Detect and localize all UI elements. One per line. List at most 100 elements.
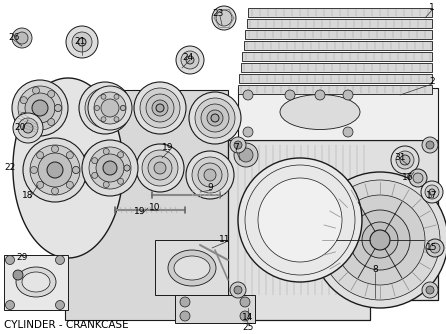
- Circle shape: [23, 138, 87, 202]
- Circle shape: [142, 150, 178, 186]
- Circle shape: [240, 311, 250, 321]
- Circle shape: [103, 148, 109, 154]
- Circle shape: [148, 156, 172, 180]
- Text: 24: 24: [182, 53, 194, 62]
- Circle shape: [192, 157, 228, 193]
- Text: 20: 20: [14, 124, 26, 133]
- Circle shape: [48, 119, 55, 126]
- Circle shape: [118, 178, 124, 184]
- Circle shape: [429, 189, 435, 195]
- Circle shape: [216, 10, 232, 26]
- Circle shape: [350, 210, 410, 270]
- Circle shape: [96, 154, 124, 182]
- Circle shape: [335, 195, 425, 285]
- Circle shape: [140, 88, 180, 128]
- Bar: [240, 63, 432, 72]
- Circle shape: [120, 106, 125, 111]
- Circle shape: [101, 94, 106, 99]
- Circle shape: [55, 256, 65, 265]
- Circle shape: [343, 127, 353, 137]
- Circle shape: [409, 169, 427, 187]
- Circle shape: [37, 181, 44, 188]
- Circle shape: [51, 146, 58, 153]
- Circle shape: [54, 105, 62, 112]
- Circle shape: [243, 90, 253, 100]
- Circle shape: [234, 143, 258, 167]
- Circle shape: [13, 270, 23, 280]
- Circle shape: [124, 165, 130, 171]
- Circle shape: [73, 167, 79, 173]
- Text: 18: 18: [22, 191, 34, 200]
- Circle shape: [93, 156, 117, 180]
- Circle shape: [20, 112, 27, 119]
- Circle shape: [81, 144, 129, 192]
- Circle shape: [114, 117, 119, 122]
- Circle shape: [230, 137, 246, 153]
- Bar: [239, 74, 432, 83]
- Circle shape: [33, 122, 40, 129]
- Circle shape: [66, 181, 73, 188]
- Ellipse shape: [168, 250, 216, 286]
- Circle shape: [421, 181, 443, 203]
- Circle shape: [422, 282, 438, 298]
- Bar: [238, 85, 432, 94]
- Circle shape: [94, 92, 126, 124]
- Circle shape: [92, 172, 98, 178]
- Circle shape: [99, 162, 111, 174]
- Circle shape: [285, 90, 295, 100]
- Polygon shape: [228, 140, 438, 320]
- Circle shape: [85, 88, 125, 128]
- Circle shape: [92, 158, 98, 164]
- Circle shape: [320, 180, 440, 300]
- Bar: [247, 19, 432, 28]
- Text: 26: 26: [8, 33, 20, 42]
- Circle shape: [181, 51, 199, 69]
- Circle shape: [400, 155, 410, 165]
- Circle shape: [114, 94, 119, 99]
- Circle shape: [239, 148, 253, 162]
- Circle shape: [38, 153, 72, 187]
- Circle shape: [25, 93, 55, 123]
- Circle shape: [51, 187, 58, 194]
- Circle shape: [97, 100, 113, 116]
- Text: 19: 19: [162, 144, 174, 153]
- Circle shape: [134, 82, 186, 134]
- Circle shape: [426, 239, 444, 257]
- Text: 25: 25: [242, 324, 254, 333]
- Circle shape: [118, 152, 124, 158]
- Circle shape: [101, 117, 106, 122]
- Text: 23: 23: [212, 9, 224, 18]
- Circle shape: [422, 137, 438, 153]
- Circle shape: [89, 147, 131, 189]
- Text: 9: 9: [207, 183, 213, 192]
- Circle shape: [73, 167, 79, 173]
- Text: 31: 31: [394, 154, 406, 163]
- Circle shape: [204, 169, 216, 181]
- Bar: [245, 30, 432, 39]
- Bar: [238, 88, 438, 140]
- Circle shape: [234, 141, 242, 149]
- Circle shape: [189, 92, 241, 144]
- Circle shape: [101, 104, 109, 112]
- Circle shape: [195, 98, 235, 138]
- Circle shape: [18, 118, 38, 138]
- Circle shape: [230, 282, 246, 298]
- Text: 17: 17: [426, 191, 438, 200]
- Circle shape: [66, 26, 98, 58]
- Circle shape: [156, 104, 164, 112]
- Circle shape: [176, 46, 204, 74]
- Circle shape: [13, 113, 43, 143]
- Text: 2: 2: [429, 77, 435, 87]
- Text: 7: 7: [233, 144, 239, 153]
- Circle shape: [79, 82, 131, 134]
- Bar: [244, 41, 432, 50]
- Text: 19: 19: [134, 207, 146, 216]
- Circle shape: [88, 86, 132, 130]
- Circle shape: [12, 80, 68, 136]
- Circle shape: [20, 97, 27, 104]
- Circle shape: [425, 185, 439, 199]
- Polygon shape: [4, 255, 68, 310]
- Circle shape: [198, 163, 222, 187]
- Circle shape: [240, 297, 250, 307]
- Circle shape: [212, 6, 236, 30]
